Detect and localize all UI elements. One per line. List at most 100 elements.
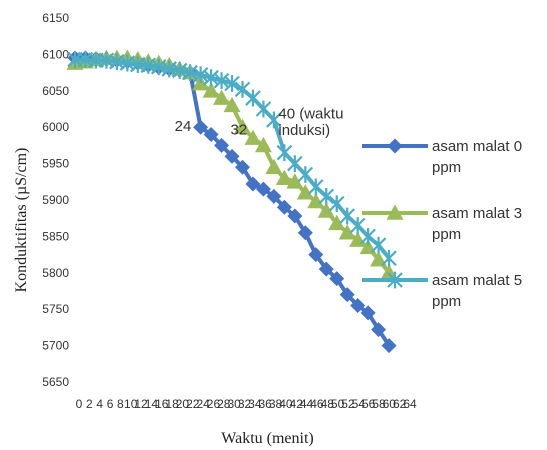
data-point [318,187,335,205]
data-point [213,72,230,90]
x-tick-label: 50 [331,397,345,411]
x-tick-label: 62 [393,397,407,411]
data-point [213,89,231,105]
x-tick-label: 32 [238,397,252,411]
data-point [255,181,271,197]
data-point [360,305,376,321]
data-point [224,75,240,92]
data-point [371,322,387,338]
x-tick-label: 52 [341,397,355,411]
legend-item: asam malat 0 ppm [362,138,522,176]
legend-label: asam malat 3 ppm [432,205,522,243]
data-point [266,111,282,129]
x-tick-label: 12 [134,397,148,411]
x-tick-label: 34 [248,397,262,411]
legend-item: asam malat 5 ppm [362,271,522,310]
x-tick-label: 30 [227,397,241,411]
data-point [308,178,324,196]
data-point [317,202,335,218]
data-point [224,148,240,164]
y-axis-title: Konduktifitas (µS/cm) [13,148,30,293]
annotation-label: 24 [175,118,192,135]
y-tick-label: 6050 [42,84,69,98]
x-tick-label: 16 [155,397,169,411]
y-axis: 5650 5700 5750 5800 5850 5900 5950 6000 6050 6100… [42,11,69,389]
x-tick-label: 20 [176,397,190,411]
data-point [234,118,251,134]
series-1 [67,50,397,354]
x-tick-label: 58 [372,397,386,411]
y-tick-label: 5850 [42,229,69,243]
x-tick-label: 44 [300,397,314,411]
data-point [254,136,272,153]
data-point [203,126,219,142]
data-point [360,228,376,245]
data-point [350,298,366,314]
annotation-label: 40 (waktu [278,105,343,122]
data-point [318,261,334,277]
data-point [245,176,261,192]
x-tick-label: 18 [165,397,179,411]
y-tick-label: 5950 [42,157,69,171]
legend: asam malat 0 ppm asam malat 3 ppm asam malat… [362,138,522,310]
data-point [286,173,304,189]
x-tick-label: 10 [124,397,138,411]
y-tick-label: 5800 [42,266,69,280]
y-tick-label: 6100 [42,47,69,61]
x-tick-label: 22 [186,397,200,411]
data-point [338,224,356,240]
plot-area [66,49,398,354]
data-point [370,251,388,267]
data-point [380,264,398,280]
data-point [193,119,209,135]
data-point [244,129,262,145]
legend-item: asam malat 3 ppm [362,204,522,243]
x-tick-label: 14 [145,397,159,411]
y-tick-label: 5650 [42,375,69,389]
x-tick-label: 8 [117,397,124,411]
series-3 [67,51,397,267]
data-point [339,287,355,303]
data-point [387,271,403,289]
data-point [265,158,283,175]
x-tick-label: 56 [362,397,376,411]
x-tick-label: 4 [96,397,103,411]
data-point [386,204,404,220]
x-tick-label: 40 [279,397,293,411]
data-point [266,188,282,204]
data-point [276,199,292,215]
data-point [202,82,220,98]
x-tick-label: 38 [269,397,283,411]
y-tick-label: 5750 [42,302,69,316]
x-tick-label: 64 [403,397,417,411]
data-point [307,192,325,209]
x-tick-label: 60 [383,397,397,411]
data-point [296,184,314,200]
x-tick-label: 48 [321,397,335,411]
x-tick-label: 24 [196,397,210,411]
legend-label: asam malat 0 ppm [432,138,522,176]
x-tick-label: 42 [290,397,304,411]
x-tick-label: 6 [107,397,114,411]
data-point [328,195,345,213]
x-axis-title: Waktu (menit) [221,430,313,447]
annotation-label: induksi) [278,122,330,139]
legend-label: asam malat 5 ppm [432,272,522,310]
y-tick-label: 5900 [42,193,69,207]
annotation-label: 32 [231,121,248,138]
x-tick-label: 2 [86,397,93,411]
data-point [192,66,209,84]
data-point [329,271,345,287]
data-point [297,166,314,183]
data-point [287,208,303,224]
data-point [339,207,355,225]
data-point [308,247,324,263]
data-point [235,159,250,175]
data-point [370,236,387,254]
x-axis: 0 2 4 6 8 10121416182022242628303234363840424… [76,397,417,411]
data-point [234,80,251,98]
data-point [203,69,219,87]
data-point [223,96,241,113]
